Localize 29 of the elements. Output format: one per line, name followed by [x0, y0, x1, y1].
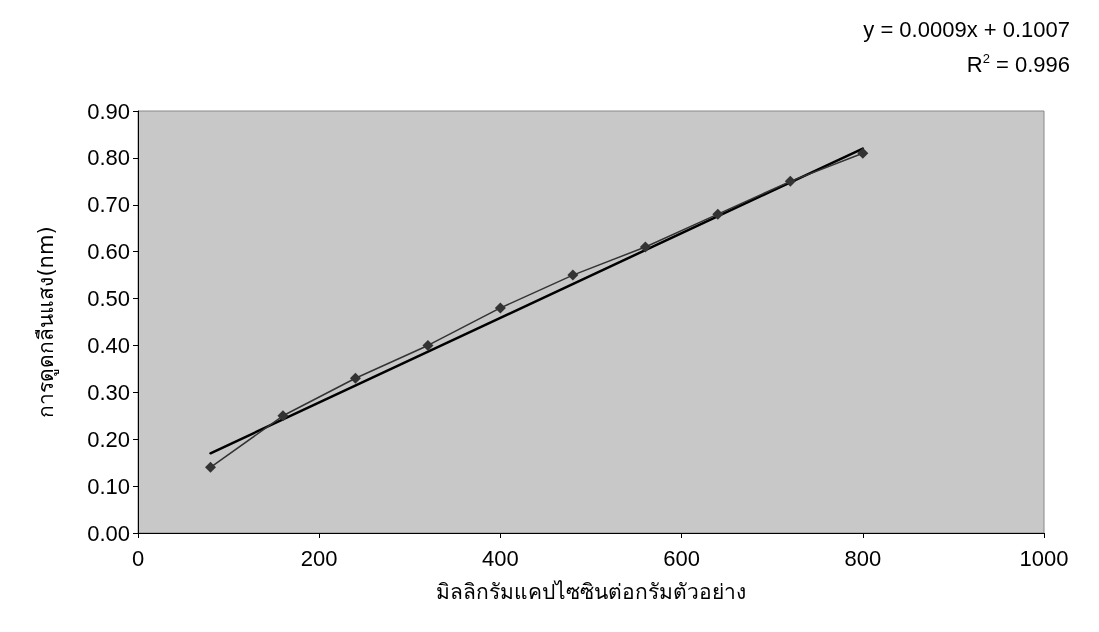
x-tick-label: 600 [663, 545, 700, 571]
y-tick-label: 0.90 [87, 98, 130, 124]
point [639, 241, 651, 253]
point [422, 339, 434, 351]
y-tick-label: 0.30 [87, 379, 130, 405]
y-tick-label: 0.70 [87, 192, 130, 218]
y-axis-title: การดูดกลืนแสง(nm) [33, 226, 59, 418]
point [277, 410, 289, 422]
point [349, 372, 361, 384]
x-tick-label: 400 [482, 545, 519, 571]
x-tick-label: 1000 [1019, 545, 1069, 571]
y-tick-label: 0.00 [87, 520, 130, 546]
y-tick-label: 0.10 [87, 473, 130, 499]
y-tick-label: 0.20 [87, 426, 130, 452]
x-axis-title: มิลลิกรัมแคปไซซินต่อกรัมตัวอย่าง [436, 579, 746, 604]
point [784, 175, 796, 187]
point [712, 208, 724, 220]
y-tick-label: 0.60 [87, 239, 130, 265]
x-tick-label: 800 [844, 545, 882, 571]
x-tick-label: 0 [131, 545, 145, 571]
point [494, 302, 506, 314]
point [204, 461, 216, 473]
y-tick-label: 0.80 [87, 145, 130, 171]
x-tick-label: 200 [300, 545, 338, 571]
y-tick-label: 0.40 [87, 332, 130, 358]
point [857, 147, 869, 159]
point [567, 269, 579, 281]
text: y = 0.0009x + 0.1007 [863, 16, 1071, 42]
y-tick-label: 0.50 [87, 286, 130, 312]
